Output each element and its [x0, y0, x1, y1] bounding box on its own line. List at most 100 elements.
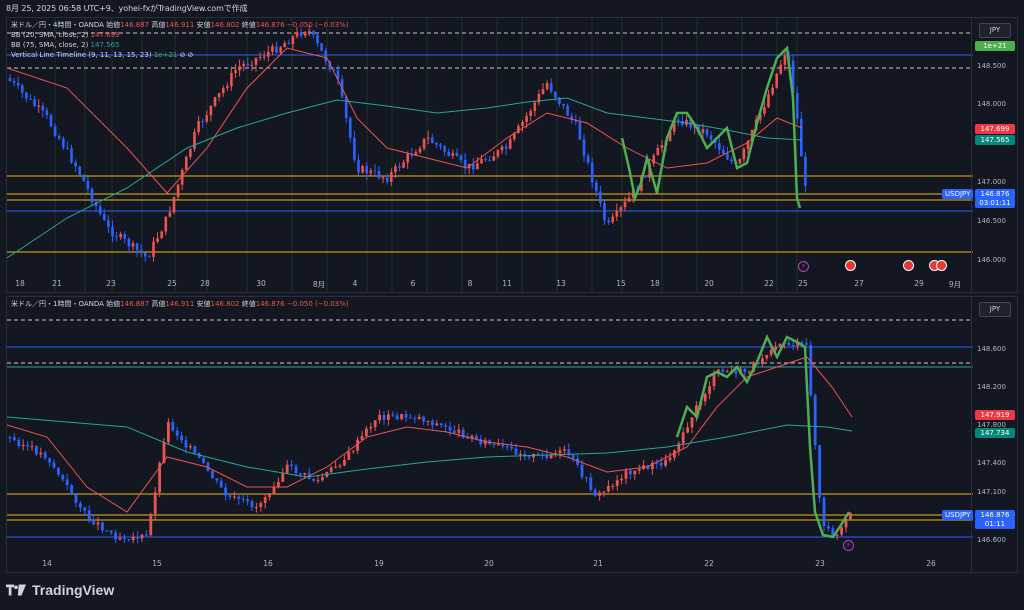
- time-axis-label: 6: [410, 279, 416, 288]
- tradingview-logo[interactable]: TradingView: [6, 580, 114, 600]
- candle-body: [246, 499, 249, 502]
- candle-body: [268, 493, 271, 498]
- symbol-tag: USDJPY: [942, 189, 974, 199]
- candle-body: [402, 162, 405, 168]
- time-axis-label: 11: [502, 279, 512, 288]
- price-label: 146.600: [977, 536, 1006, 544]
- candle-body: [783, 55, 787, 65]
- legend-bb20[interactable]: BB (20, SMA, close, 2) 147.699: [11, 31, 120, 39]
- candle-body: [267, 51, 270, 57]
- legend-symbol[interactable]: 米ドル／円・4時間・OANDA: [11, 21, 104, 29]
- candle-body: [439, 144, 442, 147]
- candle-body: [633, 470, 637, 475]
- candle-body: [105, 530, 109, 532]
- currency-button[interactable]: JPY: [979, 23, 1011, 38]
- candle-body: [127, 539, 131, 541]
- bb20-basis: [7, 47, 803, 194]
- candle-body: [353, 137, 356, 160]
- candle-body: [459, 155, 463, 160]
- candle-body: [83, 507, 87, 511]
- candle-body: [677, 119, 680, 121]
- candle-body: [417, 416, 421, 420]
- candle-body: [431, 420, 434, 426]
- candle-body: [545, 83, 549, 90]
- candle-body: [17, 439, 21, 447]
- candle-body: [394, 166, 397, 173]
- legend-timeline[interactable]: Vertical Line Timeline (9, 11, 13, 15, 2…: [11, 51, 194, 59]
- price-plot-4h[interactable]: [7, 18, 973, 293]
- high-value: 146.911: [165, 300, 195, 308]
- candle-body: [361, 166, 364, 173]
- time-axis-label: 4: [352, 279, 358, 288]
- candle-body: [184, 440, 188, 448]
- candle-body: [217, 93, 221, 98]
- candle-body: [263, 497, 267, 504]
- candle-body: [115, 236, 118, 238]
- candle-body: [763, 107, 766, 114]
- candle-body: [197, 121, 200, 132]
- candle-body: [131, 243, 135, 247]
- candle-body: [725, 371, 729, 373]
- legend-symbol[interactable]: 米ドル／円・1時間・OANDA: [11, 300, 104, 308]
- candle-body: [213, 97, 217, 106]
- us-flag-event-icon[interactable]: [903, 260, 914, 271]
- candle-body: [148, 256, 151, 258]
- lightning-event-icon[interactable]: ⚡: [798, 261, 809, 272]
- candle-body: [153, 492, 157, 514]
- eye-off-icon[interactable]: ⊘ ⊘: [179, 51, 194, 59]
- candle-body: [78, 166, 81, 175]
- candle-body: [659, 462, 663, 466]
- time-axis-label: 23: [106, 279, 116, 288]
- candle-body: [655, 462, 659, 464]
- candle-body: [168, 212, 172, 217]
- candle-body: [238, 66, 241, 71]
- candle-body: [369, 170, 373, 174]
- candle-body: [101, 522, 104, 531]
- price-plot-1h[interactable]: [7, 297, 973, 573]
- candle-body: [558, 97, 561, 104]
- currency-button[interactable]: JPY: [979, 302, 1011, 317]
- candle-body: [800, 342, 804, 344]
- legend-bb75[interactable]: BB (75, SMA, close, 2) 147.565: [11, 41, 120, 49]
- candle-body: [545, 454, 549, 459]
- candle-body: [139, 250, 143, 254]
- event-group-icon[interactable]: [936, 260, 947, 271]
- candle-body: [558, 450, 562, 454]
- chart-pane-1h[interactable]: 米ドル／円・1時間・OANDA 始値146.887 高値146.911 安値14…: [6, 296, 1018, 573]
- candle-body: [65, 479, 69, 486]
- time-axis-label: 27: [854, 279, 864, 288]
- candle-body: [152, 241, 155, 257]
- candle-body: [443, 146, 446, 152]
- change-value: −0.050 (−0.03%): [286, 300, 349, 308]
- candle-body: [708, 386, 711, 394]
- candle-body: [771, 87, 774, 95]
- candle-body: [567, 449, 571, 455]
- candle-body: [53, 126, 57, 136]
- lightning-event-icon[interactable]: ⚡: [843, 540, 854, 551]
- candle-body: [180, 435, 183, 441]
- candle-body: [30, 446, 34, 448]
- candle-body: [747, 371, 751, 373]
- candle-body: [722, 149, 725, 154]
- high-value: 146.911: [165, 21, 195, 29]
- candle-body: [404, 414, 408, 418]
- candle-body: [246, 63, 250, 66]
- us-flag-event-icon[interactable]: [845, 260, 856, 271]
- candle-body: [332, 69, 336, 71]
- candle-body: [201, 121, 204, 123]
- candle-body: [145, 534, 148, 536]
- candle-body: [202, 457, 205, 463]
- candle-body: [413, 418, 417, 420]
- timeline-highlight-line: [620, 45, 802, 209]
- candle-body: [25, 92, 28, 99]
- candle-body: [211, 471, 214, 479]
- price-axis-1h[interactable]: JPY 148.600 148.200 147.919 147.800 147.…: [971, 297, 1017, 572]
- candle-body: [271, 46, 274, 52]
- price-axis-4h[interactable]: JPY 1e+21 148.500 148.000 147.699 147.56…: [971, 18, 1017, 292]
- time-axis-label: 29: [914, 279, 924, 288]
- candle-body: [774, 346, 777, 351]
- candle-body: [549, 454, 553, 459]
- time-axis-label: 8月: [312, 280, 326, 289]
- chart-pane-4h[interactable]: 米ドル／円・4時間・OANDA 始値146.887 高値146.911 安値14…: [6, 17, 1018, 293]
- timeline-badge: 1e+21: [975, 41, 1015, 51]
